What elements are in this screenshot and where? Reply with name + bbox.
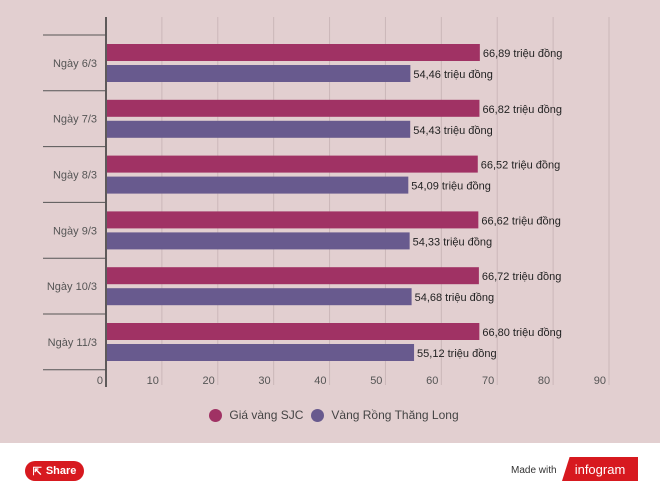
bar: [107, 267, 479, 285]
share-icon: ⇱: [32, 465, 42, 478]
bar: [107, 344, 415, 361]
category-label: Ngày 8/3: [53, 170, 97, 182]
x-tick-label: 20: [203, 375, 215, 387]
x-tick-label: 50: [370, 375, 382, 387]
data-label: 54,68 triệu đồng: [415, 292, 495, 304]
bar: [107, 44, 480, 61]
x-tick-label: 30: [258, 375, 270, 387]
share-button[interactable]: ⇱ Share: [25, 461, 84, 481]
x-tick-label: 0: [97, 375, 103, 387]
bar: [107, 155, 478, 173]
bar: [107, 323, 480, 340]
bar: [107, 65, 411, 82]
x-tick-label: 70: [482, 375, 494, 387]
category-label: Ngày 10/3: [47, 281, 97, 293]
x-tick-label: 90: [594, 375, 606, 387]
category-label: Ngày 9/3: [53, 225, 97, 237]
data-label: 66,89 triệu đồng: [483, 48, 563, 60]
category-label: Ngày 7/3: [53, 114, 97, 126]
data-label: 55,12 triệu đồng: [417, 348, 497, 360]
data-label: 66,62 triệu đồng: [481, 215, 561, 227]
x-tick-label: 40: [314, 375, 326, 387]
bar: [107, 120, 411, 138]
data-label: 54,46 triệu đồng: [413, 69, 493, 81]
infogram-logo[interactable]: infogram: [562, 457, 638, 481]
legend-label-rong[interactable]: Vàng Rồng Thăng Long: [331, 408, 459, 422]
bar: [107, 99, 480, 117]
bar: [107, 211, 479, 229]
category-label: Ngày 6/3: [53, 58, 97, 70]
legend-label-sjc[interactable]: Giá vàng SJC: [229, 408, 304, 422]
category-label: Ngày 11/3: [48, 337, 97, 349]
x-tick-label: 80: [538, 375, 550, 387]
x-tick-label: 60: [426, 375, 438, 387]
data-label: 66,80 triệu đồng: [482, 327, 562, 339]
data-label: 66,52 triệu đồng: [481, 160, 561, 172]
legend-marker-sjc: [209, 408, 223, 422]
made-with-text: Made with: [511, 465, 557, 476]
x-tick-label: 10: [147, 375, 159, 387]
bar: [107, 288, 412, 306]
data-label: 66,72 triệu đồng: [482, 271, 562, 283]
data-label: 54,33 triệu đồng: [413, 236, 493, 248]
data-label: 66,82 triệu đồng: [482, 104, 562, 116]
data-label: 54,09 triệu đồng: [411, 181, 491, 193]
bar-chart: 0 10 20 30 40 50 60 70 80 90 Ngày 6/3 66,89 triệu đ…: [43, 17, 610, 387]
data-label: 54,43 triệu đồng: [413, 125, 493, 137]
bar: [107, 176, 409, 194]
legend-marker-rong: [311, 408, 325, 422]
bar: [107, 232, 410, 250]
share-label: Share: [45, 465, 77, 477]
legend: Giá vàng SJC Vàng Rồng Thăng Long: [0, 408, 660, 422]
